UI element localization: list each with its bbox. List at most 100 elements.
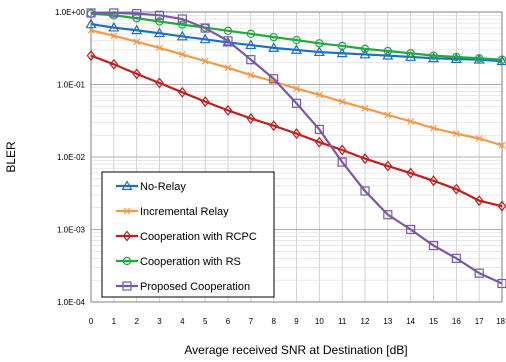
data-point xyxy=(382,49,394,60)
legend-marker xyxy=(122,281,132,291)
data-point xyxy=(428,240,439,251)
data-point xyxy=(474,268,484,278)
data-point xyxy=(497,278,506,289)
x-marker-stroke xyxy=(110,32,118,40)
data-point xyxy=(87,26,95,34)
data-point xyxy=(384,111,392,119)
x-marker-stroke xyxy=(430,124,437,132)
x-tick-label: 9 xyxy=(294,317,299,326)
legend-marker xyxy=(123,207,131,215)
legend-label: Incremental Relay xyxy=(140,206,229,218)
data-point xyxy=(314,136,324,148)
legend-item: Incremental Relay xyxy=(116,206,229,218)
data-point xyxy=(427,52,440,63)
data-point xyxy=(176,30,188,41)
data-point xyxy=(110,32,118,40)
data-point xyxy=(86,50,96,62)
x-tick-label: 17 xyxy=(475,317,484,326)
y-tick-label: 1.0E-01 xyxy=(57,81,86,90)
data-point xyxy=(337,41,347,51)
y-tick-label: 1.0E-04 xyxy=(57,298,86,307)
data-point xyxy=(109,58,119,70)
data-point xyxy=(201,57,209,65)
data-point xyxy=(223,36,233,46)
x-marker-stroke xyxy=(156,44,163,52)
data-point xyxy=(338,98,346,106)
data-point xyxy=(406,167,416,179)
data-point xyxy=(200,96,210,108)
data-point xyxy=(360,153,370,165)
x-axis-title: Average received SNR at Destination [dB] xyxy=(184,343,407,357)
series-layer xyxy=(85,8,506,289)
data-point xyxy=(450,53,462,63)
data-point xyxy=(293,85,300,92)
data-point xyxy=(429,175,438,187)
data-point xyxy=(269,32,278,42)
series-line xyxy=(90,54,503,208)
x-marker-stroke xyxy=(315,91,323,99)
data-point xyxy=(336,47,348,58)
data-point xyxy=(156,44,163,52)
data-point xyxy=(292,128,301,140)
data-point xyxy=(474,54,484,63)
data-point xyxy=(85,18,97,29)
x-marker-stroke xyxy=(407,117,415,125)
series-no-relay xyxy=(85,18,506,66)
data-point xyxy=(360,186,370,196)
data-point xyxy=(131,24,143,35)
x-tick-label: 5 xyxy=(203,317,208,326)
data-point xyxy=(132,9,142,19)
data-point xyxy=(474,195,484,207)
data-point xyxy=(224,64,232,72)
x-marker-stroke xyxy=(87,26,95,34)
data-point xyxy=(247,71,255,79)
legend-marker xyxy=(122,256,132,266)
data-point xyxy=(290,44,303,54)
data-point xyxy=(269,74,279,84)
data-point xyxy=(498,141,506,149)
x-marker-stroke xyxy=(498,141,506,149)
data-point xyxy=(223,104,233,116)
data-point xyxy=(452,52,461,62)
x-tick-label: 16 xyxy=(452,317,461,326)
x-marker-stroke xyxy=(338,98,346,106)
data-point xyxy=(86,8,96,18)
data-point xyxy=(245,39,257,50)
y-tick-label: 1.0E-03 xyxy=(57,226,86,235)
data-point xyxy=(383,210,393,220)
x-tick-label: 11 xyxy=(338,317,347,326)
x-marker-stroke xyxy=(384,111,392,119)
legend-label: Cooperation with RS xyxy=(140,256,241,268)
data-point xyxy=(246,113,256,124)
x-tick-label: 6 xyxy=(226,317,231,326)
data-point xyxy=(178,20,187,29)
x-tick-labels: 0 1 2 3 4 5 6 7 8 9 10 11 12 13 14 15 16 17 18 xyxy=(89,317,506,326)
data-point xyxy=(429,51,438,60)
series-cooperation-with-rcpc xyxy=(86,50,506,212)
legend-item: No-Relay xyxy=(116,180,186,193)
data-point xyxy=(313,46,325,57)
data-point xyxy=(178,50,186,58)
x-marker-stroke xyxy=(361,104,369,112)
legend-item: Proposed Cooperation xyxy=(116,281,250,293)
data-point xyxy=(452,130,460,138)
data-point xyxy=(155,77,164,89)
y-axis-title: BLER xyxy=(4,141,18,173)
x-marker-stroke xyxy=(123,207,131,215)
x-tick-label: 12 xyxy=(361,317,370,326)
data-point xyxy=(155,17,164,26)
data-point xyxy=(246,29,256,39)
x-tick-label: 7 xyxy=(249,317,254,326)
y-tick-label: 1.0E+00 xyxy=(55,8,86,17)
plot-area xyxy=(90,11,503,303)
data-point xyxy=(406,224,416,235)
data-point xyxy=(246,55,256,65)
data-point xyxy=(406,49,415,58)
data-point xyxy=(108,21,120,32)
x-tick-label: 2 xyxy=(134,317,139,326)
x-tick-label: 4 xyxy=(180,317,185,326)
legend-box xyxy=(101,171,275,298)
data-point xyxy=(407,117,415,125)
legend-label: Cooperation with RCPC xyxy=(140,231,257,243)
